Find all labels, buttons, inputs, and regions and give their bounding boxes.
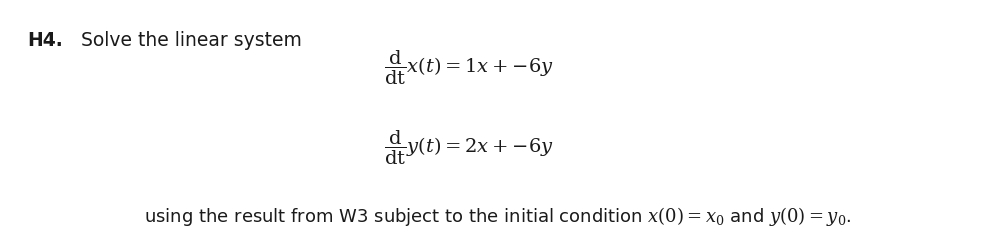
Text: using the result from W3 subject to the initial condition $x(0) = x_0$ and $y(0): using the result from W3 subject to the … [144, 205, 852, 228]
Text: $\dfrac{\mathrm{d}}{\mathrm{dt}}x(t) = 1x + {-6y}$: $\dfrac{\mathrm{d}}{\mathrm{dt}}x(t) = 1… [383, 49, 554, 87]
Text: Solve the linear system: Solve the linear system [82, 31, 302, 50]
Text: $\dfrac{\mathrm{d}}{\mathrm{dt}}y(t) = 2x + {-6y}$: $\dfrac{\mathrm{d}}{\mathrm{dt}}y(t) = 2… [383, 129, 554, 167]
Text: H4.: H4. [28, 31, 64, 50]
